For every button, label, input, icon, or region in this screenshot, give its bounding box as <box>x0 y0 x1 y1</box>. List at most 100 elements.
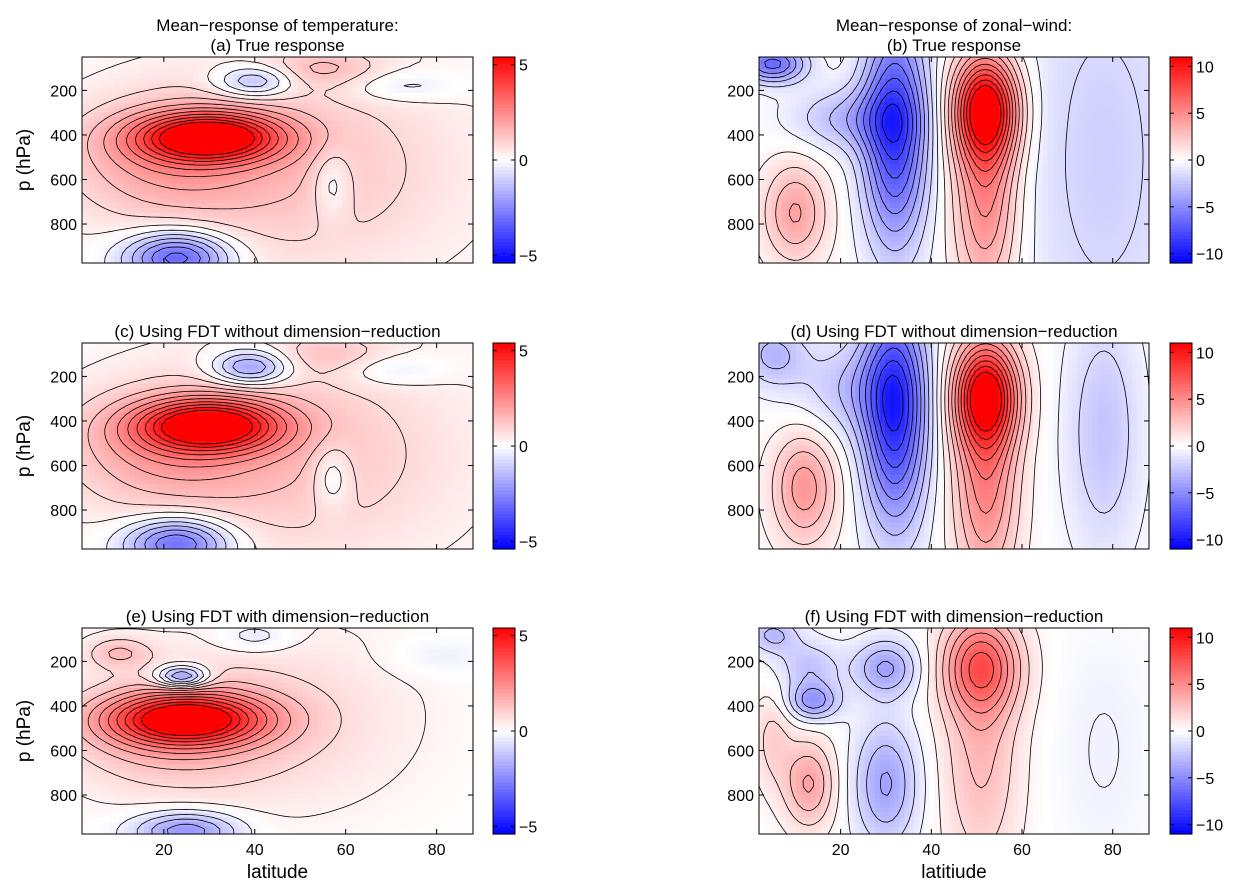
heatmap-cell <box>297 183 303 190</box>
heatmap-cell <box>322 241 328 247</box>
heatmap-cell <box>153 188 160 195</box>
heatmap-cell <box>1146 116 1150 123</box>
heatmap-cell <box>252 188 259 195</box>
heatmap-cell <box>1126 73 1133 80</box>
heatmap-cell <box>1042 64 1049 70</box>
heatmap-cell <box>371 121 378 128</box>
heatmap-cell <box>800 116 807 123</box>
heatmap-cell <box>376 251 383 257</box>
heatmap-cell <box>242 160 249 166</box>
heatmap-cell <box>252 64 259 70</box>
heatmap-cell <box>421 83 427 89</box>
heatmap-cell <box>899 73 906 80</box>
heatmap-cell <box>356 203 363 209</box>
heatmap-cell <box>267 227 274 233</box>
heatmap-cell <box>391 183 397 190</box>
heatmap-cell <box>143 241 150 247</box>
heatmap-cell <box>391 83 397 89</box>
colorbar-segment <box>493 173 515 178</box>
heatmap-cell <box>158 160 165 166</box>
heatmap-cell <box>416 107 422 113</box>
heatmap-cell <box>119 59 125 65</box>
heatmap-cell <box>411 198 417 204</box>
heatmap-cell <box>855 92 861 99</box>
heatmap-cell <box>143 59 150 65</box>
heatmap-cell <box>445 255 452 262</box>
heatmap-cell <box>1008 112 1014 118</box>
heatmap-cell <box>322 131 328 137</box>
heatmap-cell <box>440 260 447 264</box>
heatmap-cell <box>138 57 145 60</box>
heatmap-cell <box>346 188 353 195</box>
heatmap-cell <box>267 231 274 238</box>
colorbar-segment <box>493 180 515 185</box>
heatmap-cell <box>430 164 437 171</box>
heatmap-cell <box>104 92 110 99</box>
heatmap-cell <box>163 246 170 252</box>
colorbar-segment <box>493 101 515 106</box>
heatmap-cell <box>465 121 472 128</box>
heatmap-cell <box>89 121 95 128</box>
heatmap-cell <box>781 126 787 132</box>
heatmap-cell <box>406 97 412 104</box>
heatmap-cell <box>371 112 378 118</box>
heatmap-cell <box>421 131 427 137</box>
colorbar-segment <box>493 153 515 158</box>
heatmap-cell <box>939 102 945 108</box>
heatmap-cell <box>815 116 822 123</box>
heatmap-cell <box>1052 107 1059 113</box>
colorbar-segment <box>493 105 515 110</box>
heatmap-cell <box>396 97 402 104</box>
heatmap-cell <box>425 174 432 180</box>
heatmap-cell <box>168 116 175 123</box>
heatmap-cell <box>242 78 249 84</box>
heatmap-cell <box>129 83 135 89</box>
heatmap-cell <box>252 112 259 118</box>
heatmap-cell <box>168 97 175 104</box>
heatmap-cell <box>312 112 318 118</box>
heatmap-cell <box>198 145 204 152</box>
heatmap-cell <box>450 57 457 60</box>
colorbar-segment <box>493 142 515 147</box>
heatmap-cell <box>440 59 447 65</box>
heatmap-cell <box>371 174 378 180</box>
heatmap-cell <box>287 217 293 223</box>
heatmap-cell <box>450 126 457 132</box>
heatmap-cell <box>346 140 353 147</box>
heatmap-cell <box>213 97 219 104</box>
heatmap-cell <box>401 68 407 75</box>
heatmap-cell <box>430 160 437 166</box>
heatmap-cell <box>445 179 452 185</box>
heatmap-cell <box>825 102 832 108</box>
heatmap-cell <box>351 116 358 123</box>
heatmap-cell <box>173 83 180 89</box>
heatmap-cell <box>341 57 348 60</box>
heatmap-cell <box>203 217 209 223</box>
heatmap-cell <box>440 121 447 128</box>
heatmap-cell <box>84 145 91 152</box>
heatmap-cell <box>470 174 474 180</box>
heatmap-cell <box>124 64 130 70</box>
heatmap-cell <box>341 188 348 195</box>
heatmap-cell <box>781 107 787 113</box>
heatmap-cell <box>312 83 318 89</box>
heatmap-cell <box>188 78 194 84</box>
heatmap-cell <box>361 179 368 185</box>
heatmap-cell <box>188 97 194 104</box>
heatmap-cell <box>84 227 91 233</box>
colorbar-segment <box>493 91 515 96</box>
heatmap-cell <box>163 102 170 108</box>
heatmap-cell <box>109 140 115 147</box>
heatmap-cell <box>84 59 91 65</box>
heatmap-cell <box>376 140 383 147</box>
heatmap-cell <box>1146 59 1150 65</box>
heatmap-cell <box>815 102 822 108</box>
heatmap-cell <box>1023 78 1029 84</box>
heatmap-cell <box>331 212 338 219</box>
heatmap-cell <box>213 140 219 147</box>
heatmap-cell <box>158 57 165 60</box>
heatmap-cell <box>460 179 467 185</box>
heatmap-cell <box>820 78 827 84</box>
colorbar-segment <box>493 160 515 165</box>
heatmap-cell <box>810 83 817 89</box>
